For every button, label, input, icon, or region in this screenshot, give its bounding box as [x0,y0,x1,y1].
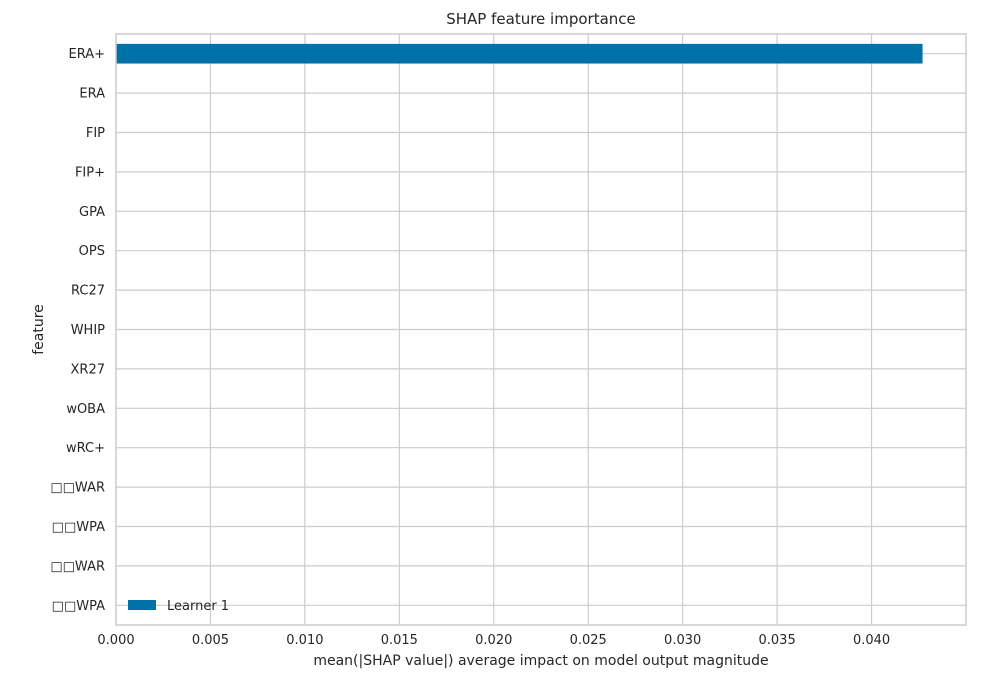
x-tick-label: 0.030 [664,633,701,648]
x-tick-labels: 0.000 0.005 0.010 0.015 0.020 0.025 0.030 0.035… [97,633,890,648]
y-tick-label: GPA [79,205,105,220]
chart-title: SHAP feature importance [446,10,636,28]
x-tick-label: 0.040 [853,633,890,648]
legend-swatch [128,600,156,610]
y-tick-label: FIP+ [75,165,105,180]
x-tick-label: 0.010 [286,633,323,648]
y-tick-label: FIP [86,126,105,141]
y-tick-label: wOBA [66,402,105,417]
y-axis-title: feature [31,304,47,355]
y-tick-label: ERA+ [68,47,105,62]
x-tick-label: 0.015 [381,633,418,648]
plot-frame [115,33,967,626]
x-tick-label: 0.020 [475,633,512,648]
y-tick-label: □□WPA [52,520,105,535]
x-tick-label: 0.000 [97,633,134,648]
y-tick-label: wRC+ [66,441,105,456]
x-tick-label: 0.005 [192,633,229,648]
y-tick-label: □□WPA [52,599,105,614]
y-tick-label: WHIP [71,323,105,338]
x-axis-title: mean(|SHAP value|) average impact on mod… [313,653,768,669]
grid [116,34,966,625]
y-tick-label: ERA [79,87,105,102]
y-tick-labels: ERA+ ERA FIP FIP+ GPA OPS RC27 WHIP XR27 wOBA wRC+… [50,47,105,614]
legend-label: Learner 1 [167,599,229,614]
y-tick-label: OPS [79,244,105,259]
y-tick-label: □□WAR [50,481,105,496]
x-tick-label: 0.025 [570,633,607,648]
legend: Learner 1 [128,599,229,614]
bar [116,43,923,64]
bars [116,43,923,64]
y-tick-label: XR27 [71,362,105,377]
y-tick-label: □□WAR [50,559,105,574]
y-tick-label: RC27 [71,284,105,299]
x-tick-label: 0.035 [759,633,796,648]
